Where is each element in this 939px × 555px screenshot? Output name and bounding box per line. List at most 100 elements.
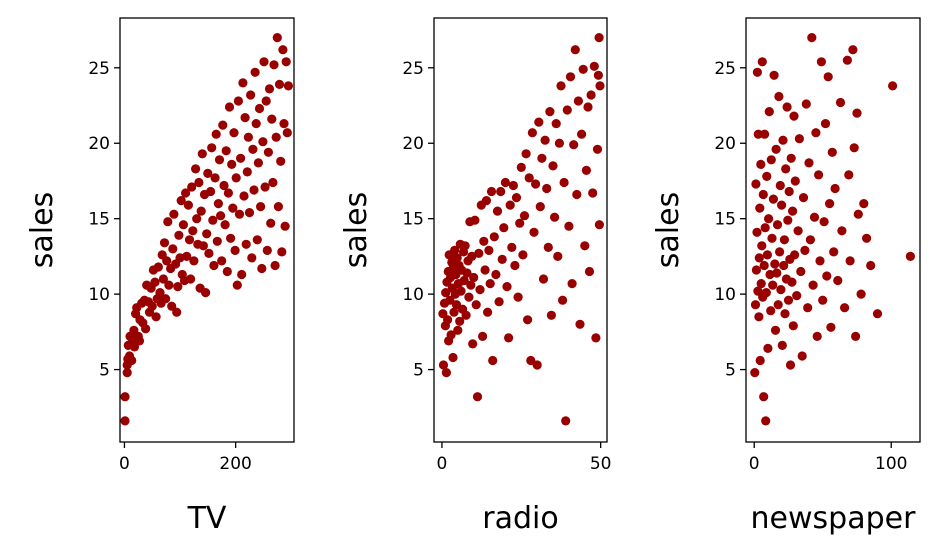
scatter-point-radio-62: [494, 297, 504, 307]
y-tick-label-radio-5: 5: [413, 361, 424, 381]
scatter-point-tv-132: [269, 60, 279, 70]
scatter-point-tv-65: [194, 177, 204, 188]
scatter-point-tv-129: [266, 218, 276, 228]
scatter-point-tv-81: [212, 236, 222, 246]
scatter-point-newspaper-36: [770, 259, 780, 269]
scatter-point-newspaper-88: [820, 119, 831, 129]
scatter-point-newspaper-87: [819, 217, 829, 227]
y-tick-label-tv-10: 10: [88, 285, 110, 305]
scatter-point-tv-46: [172, 307, 182, 317]
scatter-point-newspaper-7: [753, 129, 763, 139]
scatter-point-newspaper-44: [775, 180, 785, 191]
scatter-point-tv-54: [181, 188, 191, 198]
scatter-point-newspaper-68: [793, 226, 803, 236]
scatter-point-newspaper-111: [866, 260, 876, 271]
scatter-point-radio-123: [591, 333, 601, 343]
scatter-point-tv-59: [187, 182, 197, 192]
scatter-point-newspaper-66: [790, 176, 800, 186]
scatter-point-newspaper-54: [782, 102, 792, 112]
scatter-point-radio-104: [561, 416, 571, 426]
scatter-point-radio-66: [500, 177, 510, 188]
x-tick-label-radio-50: 50: [590, 454, 612, 474]
scatter-point-radio-36: [462, 268, 472, 278]
x-tick-label-newspaper-100: 100: [875, 454, 907, 474]
scatter-point-radio-76: [516, 162, 526, 172]
scatter-point-newspaper-86: [818, 295, 828, 305]
scatter-point-newspaper-32: [767, 233, 777, 243]
scatter-point-radio-54: [483, 307, 493, 317]
scatter-point-radio-34: [460, 241, 470, 251]
scatter-point-newspaper-49: [779, 260, 789, 271]
scatter-point-tv-92: [224, 102, 235, 112]
scatter-point-newspaper-73: [800, 245, 810, 255]
scatter-point-tv-43: [168, 244, 178, 254]
scatter-point-tv-26: [147, 301, 157, 311]
scatter-point-radio-96: [548, 161, 558, 171]
scatter-point-radio-40: [466, 280, 476, 290]
scatter-point-radio-93: [543, 242, 553, 252]
scatter-point-newspaper-11: [755, 355, 765, 366]
scatter-point-tv-97: [230, 245, 240, 255]
scatter-point-newspaper-112: [872, 309, 883, 319]
scatter-point-tv-78: [209, 260, 219, 271]
scatter-point-tv-131: [268, 177, 278, 188]
scatter-point-tv-87: [219, 180, 229, 191]
scatter-point-newspaper-81: [811, 128, 821, 138]
scatter-point-radio-35: [461, 310, 471, 320]
scatter-point-tv-133: [270, 260, 280, 271]
scatter-point-radio-74: [513, 292, 523, 302]
scatter-point-radio-127: [594, 220, 605, 230]
scatter-point-newspaper-45: [776, 285, 786, 295]
scatter-point-tv-119: [254, 103, 265, 114]
scatter-point-tv-126: [262, 245, 272, 255]
scatter-point-radio-42: [468, 339, 478, 349]
scatter-point-radio-43: [469, 272, 479, 283]
scatter-point-radio-47: [474, 248, 484, 258]
scatter-point-newspaper-98: [837, 226, 847, 236]
scatter-point-tv-77: [208, 215, 218, 225]
scatter-point-radio-7: [443, 315, 453, 325]
scatter-point-radio-83: [527, 128, 538, 138]
scatter-point-radio-94: [545, 107, 555, 117]
scatter-point-tv-110: [244, 208, 255, 218]
scatter-point-tv-50: [176, 196, 186, 206]
scatter-point-newspaper-85: [816, 57, 827, 67]
y-tick-label-radio-20: 20: [402, 134, 424, 154]
scatter-point-newspaper-31: [766, 155, 776, 165]
scatter-point-radio-98: [551, 119, 561, 129]
axes-frame-radio: [433, 17, 608, 443]
scatter-point-radio-60: [491, 269, 501, 280]
scatter-point-tv-120: [256, 202, 266, 212]
scatter-point-tv-117: [252, 235, 262, 245]
scatter-point-tv-48: [174, 230, 184, 240]
scatter-point-tv-122: [258, 137, 268, 147]
scatter-point-newspaper-61: [787, 277, 797, 287]
y-tick-label-newspaper-25: 25: [714, 59, 736, 79]
scatter-point-tv-139: [277, 247, 287, 257]
y-tick-label-tv-15: 15: [88, 210, 110, 230]
scatter-point-newspaper-20: [760, 129, 770, 139]
scatter-point-tv-105: [239, 191, 249, 201]
scatter-point-radio-18: [449, 307, 459, 317]
scatter-point-newspaper-106: [852, 108, 862, 118]
scatter-point-tv-76: [207, 143, 217, 153]
scatter-point-radio-78: [519, 211, 530, 221]
scatter-point-newspaper-39: [772, 268, 782, 278]
y-tick-label-newspaper-20: 20: [714, 134, 736, 154]
scatter-point-tv-73: [203, 168, 213, 178]
scatter-point-newspaper-35: [769, 70, 779, 80]
scatter-point-newspaper-110: [862, 233, 872, 243]
scatter-point-tv-90: [222, 266, 232, 277]
scatter-point-radio-120: [586, 90, 596, 100]
scatter-point-tv-142: [280, 221, 290, 231]
scatter-point-tv-123: [259, 57, 269, 67]
scatter-point-radio-38: [464, 292, 474, 302]
scatter-point-tv-128: [264, 84, 275, 94]
scatter-point-radio-124: [592, 144, 603, 154]
scatter-point-newspaper-50: [779, 235, 790, 245]
scatter-point-tv-118: [253, 158, 263, 168]
scatter-point-radio-65: [499, 223, 509, 233]
scatter-point-tv-85: [217, 256, 227, 266]
scatter-point-newspaper-15: [757, 57, 767, 67]
scatter-point-tv-8: [127, 355, 137, 366]
